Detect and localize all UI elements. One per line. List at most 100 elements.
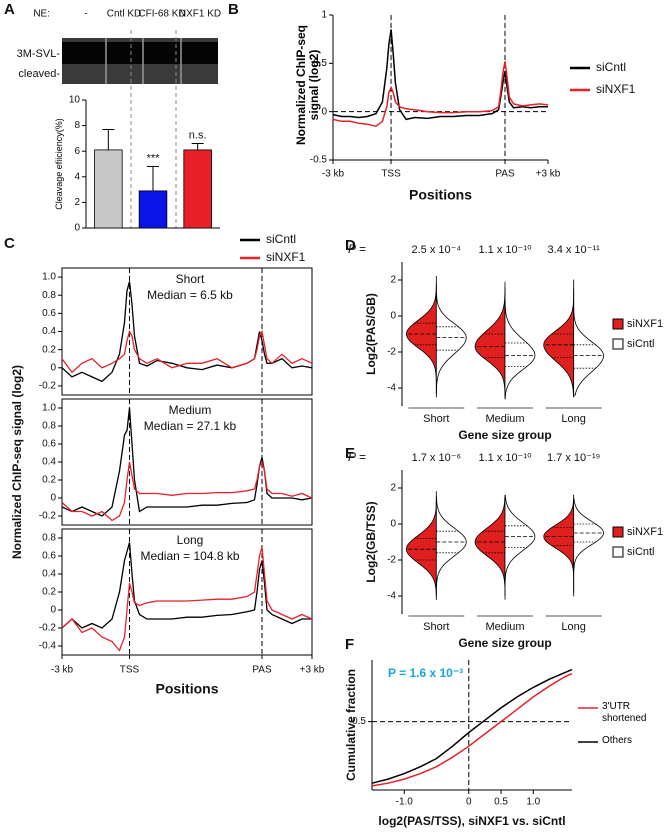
y-tick-label: -4 bbox=[387, 591, 396, 602]
significance: n.s. bbox=[189, 129, 207, 141]
p-label: P = bbox=[348, 242, 366, 256]
legend-label: siCntl bbox=[596, 60, 626, 74]
y-tick-label: 0.6 bbox=[42, 551, 56, 562]
y-tick-label: 0 bbox=[390, 519, 396, 530]
legend-label: siNXF1 bbox=[627, 526, 663, 538]
violin-half bbox=[573, 279, 605, 396]
y-tick-label: 1 bbox=[321, 10, 327, 21]
lane-label: Cntl KD bbox=[107, 9, 141, 20]
panel-letter: B bbox=[228, 1, 239, 18]
violin-half bbox=[405, 283, 437, 398]
profile-line bbox=[61, 542, 312, 629]
profile-line bbox=[61, 407, 313, 517]
x-tick-label: -3 kb bbox=[322, 169, 345, 180]
bar bbox=[94, 149, 123, 229]
violin-half bbox=[405, 491, 437, 600]
y-tick-label: 0 bbox=[50, 493, 56, 504]
y-axis-label: Cleavage efiiciency(%) bbox=[54, 118, 64, 210]
violin-half bbox=[543, 288, 575, 398]
x-axis-label: Gene size group bbox=[458, 636, 551, 650]
cdf-line bbox=[371, 668, 573, 784]
y-tick-label: 0.2 bbox=[42, 475, 56, 486]
legend-swatch bbox=[612, 546, 624, 558]
subplot-title: Medium bbox=[169, 403, 212, 417]
y-tick-label: 0.4 bbox=[42, 326, 56, 337]
panel-letter: D bbox=[345, 237, 356, 254]
x-tick-label: Medium bbox=[485, 413, 524, 425]
x-tick-label: TSS bbox=[120, 665, 140, 676]
y-tick-label: 2 bbox=[390, 275, 396, 286]
y-tick-label: 0.5 bbox=[352, 716, 366, 727]
y-axis-label: Cumulative fraction bbox=[344, 669, 358, 781]
violin-half bbox=[504, 281, 536, 400]
y-tick-label: 0.8 bbox=[42, 533, 56, 544]
subplot-median: Median = 27.1 kb bbox=[144, 419, 237, 433]
subplot-title: Short bbox=[176, 272, 205, 286]
subplot-median: Median = 104.8 kb bbox=[140, 549, 239, 563]
y-axis-label: Log2(GB/TSS) bbox=[364, 501, 378, 582]
gel-ne-label: NE: bbox=[33, 9, 50, 20]
panel-letter: F bbox=[345, 636, 354, 653]
p-value: 1.7 x 10⁻¹⁹ bbox=[547, 452, 600, 464]
violin-half bbox=[474, 287, 506, 398]
y-tick-label: 1.0 bbox=[42, 272, 56, 283]
legend-swatch bbox=[612, 338, 624, 350]
x-tick-label: Short bbox=[423, 413, 449, 425]
panel-letter: C bbox=[4, 235, 15, 252]
x-tick-label: 1.0 bbox=[526, 797, 540, 808]
y-tick-label: 0.5 bbox=[313, 58, 327, 69]
x-axis-label: Positions bbox=[155, 681, 218, 697]
p-value: 2.5 x 10⁻⁴ bbox=[411, 244, 461, 256]
y-tick-label: 2 bbox=[74, 197, 80, 208]
violin-half bbox=[435, 496, 467, 597]
profile-line bbox=[61, 546, 313, 652]
x-tick-label: Medium bbox=[485, 621, 524, 633]
subplot-title: Long bbox=[177, 533, 204, 547]
y-tick-label: 0.2 bbox=[42, 344, 56, 355]
y-tick-label: 0 bbox=[321, 106, 327, 117]
y-tick-label: 0.2 bbox=[42, 587, 56, 598]
lane-label: - bbox=[84, 9, 87, 20]
error-bar bbox=[147, 166, 159, 191]
x-tick-label: -3 kb bbox=[51, 665, 74, 676]
legend-label: siCntl bbox=[627, 546, 655, 558]
significance: *** bbox=[147, 152, 161, 164]
x-tick-label: TSS bbox=[381, 169, 401, 180]
x-tick-label: -1.0 bbox=[396, 797, 414, 808]
violin-half bbox=[504, 494, 536, 596]
legend-label: 3'UTR shortened bbox=[602, 701, 647, 724]
y-tick-label: 2 bbox=[390, 483, 396, 494]
band-label: cleaved- bbox=[18, 68, 60, 80]
subplot-median: Median = 6.5 kb bbox=[147, 288, 233, 302]
y-tick-label: -2 bbox=[387, 555, 396, 566]
x-tick-label: Short bbox=[423, 621, 449, 633]
y-tick-label: -0.2 bbox=[39, 623, 57, 634]
x-tick-label: 0.5 bbox=[494, 797, 508, 808]
y-tick-label: -0.2 bbox=[39, 381, 57, 392]
x-tick-label: PAS bbox=[495, 169, 515, 180]
y-axis-label: Normalized ChIP-seq signal (log2) bbox=[295, 24, 321, 146]
legend-label: siCntl bbox=[627, 338, 655, 350]
profile-line bbox=[61, 460, 313, 522]
p-annotation: P = 1.6 x 10⁻³ bbox=[388, 666, 463, 680]
violin-half bbox=[435, 276, 467, 394]
y-tick-label: 0 bbox=[50, 605, 56, 616]
violin-half bbox=[474, 496, 506, 600]
x-tick-label: +3 kb bbox=[536, 169, 561, 180]
subplot-frame bbox=[61, 267, 313, 396]
y-axis-label: Normalized ChIP-seq signal (log2) bbox=[10, 365, 24, 559]
band-label: 3M-SVL- bbox=[17, 48, 61, 60]
subplot-frame bbox=[61, 398, 313, 526]
lane-label: NXF1 KD bbox=[179, 9, 221, 20]
x-tick-label: Long bbox=[561, 413, 585, 425]
legend-label-box: 3'UTR shortened bbox=[602, 701, 647, 724]
bar bbox=[183, 149, 212, 229]
y-tick-label: 0.6 bbox=[42, 439, 56, 450]
y-tick-label: 8 bbox=[74, 120, 80, 131]
legend-label: siNXF1 bbox=[266, 250, 306, 264]
panel-letter: E bbox=[345, 445, 355, 462]
y-tick-label: 10 bbox=[69, 95, 81, 106]
x-tick-label: +3 kb bbox=[300, 665, 325, 676]
y-tick-label: -2 bbox=[387, 347, 396, 358]
